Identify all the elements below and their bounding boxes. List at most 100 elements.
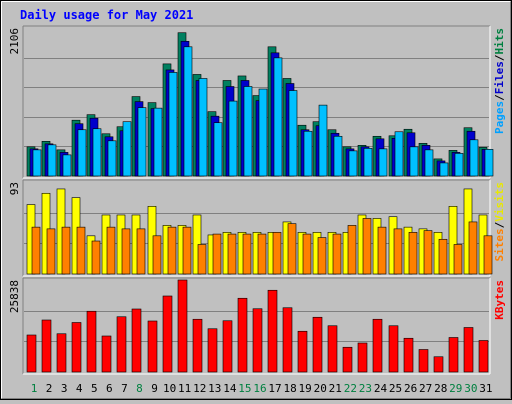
x-tick-label-7: 7	[121, 382, 128, 395]
x-tick-label-21: 21	[329, 382, 342, 395]
x-tick-label-20: 20	[314, 382, 327, 395]
bar-sites-3	[61, 226, 71, 275]
y-max-label: 25838	[8, 280, 21, 313]
x-tick-label-15: 15	[238, 382, 251, 395]
bar-sites-16	[257, 233, 267, 275]
bar-sites-27	[423, 230, 433, 275]
chart-title: Daily usage for May 2021	[20, 8, 193, 22]
bar-pages-3	[62, 154, 72, 177]
bar-kbytes-30	[463, 327, 474, 373]
x-tick-label-3: 3	[61, 382, 68, 395]
bar-kbytes-10	[162, 295, 173, 373]
bar-kbytes-7	[116, 316, 127, 373]
bar-pages-17	[273, 57, 283, 177]
bar-sites-15	[242, 233, 252, 275]
bar-kbytes-28	[433, 356, 444, 373]
x-tick-label-19: 19	[299, 382, 312, 395]
bar-sites-23	[362, 218, 372, 275]
panel-bottom: 25838 KBytes	[8, 277, 506, 375]
x-tick-label-22: 22	[344, 382, 357, 395]
bar-sites-5	[91, 240, 101, 275]
x-tick-label-8: 8	[136, 382, 143, 395]
bar-kbytes-15	[237, 297, 248, 373]
bar-kbytes-16	[252, 308, 263, 373]
bar-sites-17	[272, 232, 282, 275]
bar-kbytes-25	[388, 325, 399, 373]
x-tick-label-31: 31	[479, 382, 492, 395]
bar-kbytes-5	[86, 310, 97, 373]
bar-sites-13	[212, 233, 222, 275]
x-tick-label-10: 10	[163, 382, 176, 395]
x-tick-label-6: 6	[106, 382, 113, 395]
x-tick-label-5: 5	[91, 382, 98, 395]
x-tick-label-24: 24	[374, 382, 388, 395]
bar-sites-29	[453, 244, 463, 275]
bar-pages-8	[137, 107, 147, 177]
side-legend: KBytes	[493, 280, 506, 320]
bar-sites-21	[332, 233, 342, 275]
x-tick-label-12: 12	[193, 382, 206, 395]
bar-sites-4	[76, 226, 86, 275]
side-legend: Sites/Visits	[493, 182, 506, 262]
bar-pages-5	[92, 128, 102, 177]
bar-pages-19	[303, 130, 313, 177]
x-tick-label-17: 17	[268, 382, 281, 395]
bar-pages-15	[243, 86, 253, 177]
bar-kbytes-9	[147, 320, 158, 373]
bar-pages-7	[122, 121, 132, 177]
x-tick-label-13: 13	[208, 382, 221, 395]
x-tick-label-9: 9	[151, 382, 158, 395]
bar-kbytes-12	[192, 318, 203, 373]
bar-sites-22	[347, 225, 357, 275]
bar-kbytes-17	[267, 289, 278, 373]
x-tick-label-1: 1	[31, 382, 38, 395]
chart-panels: 2106 Pages/Files/Hits 93 Sites/Visits 25838 K…	[8, 25, 506, 375]
bar-kbytes-3	[56, 333, 67, 373]
x-tick-label-4: 4	[76, 382, 83, 395]
bar-pages-11	[183, 46, 193, 177]
bar-kbytes-2	[41, 319, 52, 373]
bar-pages-25	[394, 131, 404, 177]
bar-sites-10	[167, 226, 177, 275]
x-tick-label-2: 2	[46, 382, 53, 395]
bar-pages-2	[47, 144, 57, 177]
x-tick-label-28: 28	[434, 382, 447, 395]
bar-pages-23	[363, 148, 373, 177]
bar-sites-8	[136, 228, 146, 275]
bar-pages-12	[198, 78, 208, 177]
x-tick-label-25: 25	[389, 382, 402, 395]
bar-pages-4	[77, 129, 87, 177]
bar-kbytes-26	[403, 337, 414, 373]
x-axis-labels: 1 2 3 4 5 6 7 8 9 10 11 12 13 14 15 16 17 18 19 20 21 22 23 24 2…	[31, 382, 493, 395]
bar-sites-2	[46, 228, 56, 275]
bar-sites-20	[317, 237, 327, 275]
bar-pages-30	[469, 139, 479, 177]
bar-pages-24	[378, 148, 388, 177]
legend-kbytes: KBytes	[493, 280, 506, 320]
bar-pages-9	[153, 107, 163, 177]
bar-visits-29	[448, 206, 458, 275]
bar-pages-20	[318, 104, 328, 177]
panel-middle: 93 Sites/Visits	[8, 179, 506, 277]
bar-kbytes-20	[312, 316, 323, 373]
bar-kbytes-31	[478, 340, 489, 373]
panel-top: 2106 Pages/Files/Hits	[8, 25, 506, 179]
bar-kbytes-27	[418, 349, 429, 373]
bar-sites-14	[227, 233, 237, 275]
bar-sites-28	[438, 238, 448, 275]
bar-sites-12	[197, 244, 207, 275]
bar-pages-16	[258, 88, 268, 177]
bar-sites-24	[377, 226, 387, 275]
legend-hits: Hits	[493, 28, 506, 55]
x-tick-label-11: 11	[178, 382, 191, 395]
bar-pages-29	[454, 153, 464, 177]
x-tick-label-29: 29	[449, 382, 462, 395]
bar-sites-1	[31, 226, 41, 275]
side-legend: Pages/Files/Hits	[493, 28, 506, 134]
legend-pages: Pages	[493, 101, 506, 134]
bar-pages-10	[168, 72, 178, 177]
y-max-label: 93	[8, 182, 21, 195]
bar-pages-21	[333, 135, 343, 177]
